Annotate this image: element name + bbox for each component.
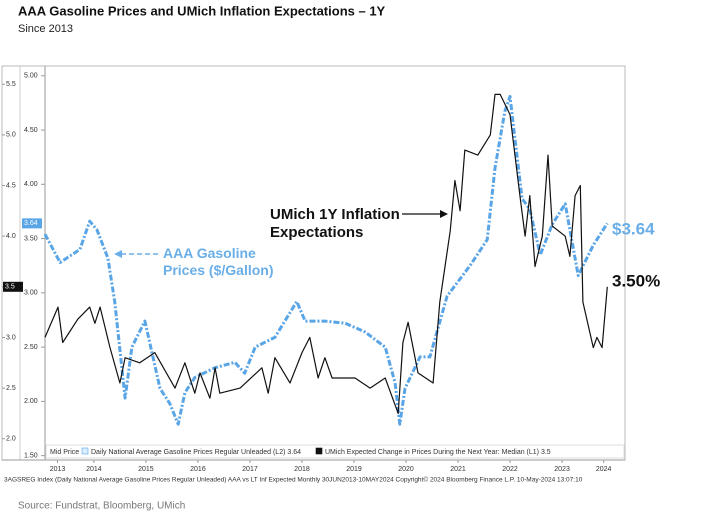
y2-tick-label: 4.50: [24, 127, 38, 134]
y-tick-label: 2.0: [6, 436, 16, 443]
x-tick-label: 2020: [398, 466, 414, 473]
annotation: 3.50%: [612, 271, 660, 290]
y-tick-label: 5.5: [6, 81, 16, 88]
y2-tick-label: 3.00: [24, 290, 38, 297]
y-tick-label: 2.5: [6, 385, 16, 392]
annotation: $3.64: [612, 219, 655, 238]
x-tick-label: 2022: [502, 466, 518, 473]
annotation-line: Expectations: [270, 224, 363, 241]
value-tag: 3.64: [24, 220, 38, 227]
y2-tick-label: 4.00: [24, 181, 38, 188]
annotation-line: AAA Gasoline: [163, 245, 256, 261]
source: Source: Fundstrat, Bloomberg, UMich: [18, 501, 185, 512]
y2-tick-label: 2.00: [24, 398, 38, 405]
x-tick-label: 2021: [450, 466, 466, 473]
y-tick-label: 4.5: [6, 182, 16, 189]
value-tag-box: [22, 218, 42, 229]
x-tick-label: 2017: [242, 466, 258, 473]
value-tag: 3.5: [5, 284, 15, 291]
series-line: [43, 94, 609, 426]
arrow-head: [440, 210, 448, 218]
x-tick-label: 2019: [346, 466, 362, 473]
annotation-line: Prices ($/Gallon): [163, 262, 273, 278]
y2-tick-label: 1.50: [24, 453, 38, 460]
series-line: [44, 93, 608, 414]
frame: [1, 65, 626, 461]
x-tick-label: 2024: [596, 466, 612, 473]
y2-tick-label: 3.50: [24, 235, 38, 242]
x-tick-label: 2015: [138, 466, 154, 473]
x-tick-label: 2014: [86, 466, 102, 473]
legend-swatch: [315, 447, 323, 455]
y2-tick-label: 5.00: [24, 73, 38, 80]
y-tick-label: 5.0: [6, 132, 16, 139]
y-tick-label: 3.0: [6, 334, 16, 341]
legend-title: Mid Price: [50, 449, 79, 456]
x-tick-label: 2013: [50, 466, 66, 473]
x-tick-label: 2023: [554, 466, 570, 473]
legend-swatch: [81, 447, 89, 455]
legend-label: UMich Expected Change in Prices During t…: [325, 449, 551, 456]
annotation: AAA Gasoline Prices ($/Gallon): [163, 245, 273, 278]
footer: 3AGSREG Index (Daily National Average Ga…: [4, 476, 583, 484]
legend: [45, 444, 625, 459]
x-tick-label: 2018: [294, 466, 310, 473]
legend-label: Daily National Average Gasoline Prices R…: [91, 449, 301, 456]
y2-tick-label: 2.50: [24, 344, 38, 351]
annotation-line: UMich 1Y Inflation: [270, 206, 400, 223]
x-tick-label: 2016: [190, 466, 206, 473]
chart-subtitle: Since 2013: [18, 23, 73, 35]
arrow-head: [114, 250, 122, 258]
annotation: UMich 1Y Inflation Expectations: [270, 206, 400, 241]
y-tick-label: 4.0: [6, 233, 16, 240]
value-tag-box: [3, 281, 23, 292]
chart-title: AAA Gasoline Prices and UMich Inflation …: [18, 3, 386, 18]
